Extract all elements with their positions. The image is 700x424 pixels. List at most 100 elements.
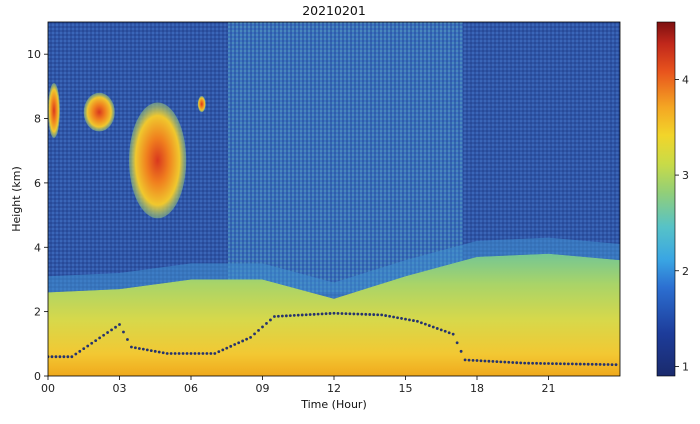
mixing-layer-point — [539, 361, 542, 365]
colorbar-ticks: 1 2 3 4 — [675, 73, 689, 373]
mixing-layer-point — [559, 362, 562, 366]
mixing-layer-point — [360, 312, 364, 316]
mixing-layer-point — [106, 331, 109, 334]
mixing-layer-point — [495, 360, 499, 364]
mixing-layer-point — [515, 361, 519, 365]
mixing-layer-point — [519, 361, 523, 365]
mixing-layer-point — [276, 314, 280, 318]
mixing-layer-point — [499, 360, 503, 364]
mixing-layer-point — [523, 361, 527, 365]
mixing-layer-point — [249, 335, 252, 339]
mixing-layer-point — [344, 312, 348, 316]
mixing-layer-point — [511, 361, 515, 364]
x-tick-label: 00 — [41, 382, 55, 395]
mixing-layer-point — [54, 355, 58, 359]
x-tick-label: 03 — [113, 382, 127, 395]
cloud-patch-4 — [197, 96, 206, 113]
plot-area — [48, 22, 620, 376]
mixing-layer-point — [503, 360, 507, 364]
mixing-layer-point — [590, 362, 594, 366]
mixing-layer-point — [443, 329, 447, 333]
mixing-layer-point — [284, 314, 288, 318]
y-tick-label: 8 — [34, 113, 41, 126]
mixing-layer-point — [396, 316, 399, 320]
mixing-layer-point — [471, 358, 475, 362]
colorbar: 1 2 3 4 — [656, 21, 689, 377]
mixing-layer-point — [459, 349, 463, 353]
mixing-layer-point — [475, 359, 479, 362]
mixing-layer-point — [340, 312, 344, 315]
mixing-layer-point — [427, 324, 431, 327]
mixing-layer-point — [201, 352, 205, 355]
mixing-layer-point — [431, 325, 435, 329]
mixing-layer-point — [547, 362, 550, 365]
y-axis-ticks: 0 2 4 6 8 10 — [27, 48, 48, 383]
mixing-layer-point — [149, 349, 153, 353]
colorbar-tick-label: 2 — [682, 265, 689, 278]
cloud-patch-2 — [83, 92, 115, 132]
mixing-layer-point — [606, 363, 610, 366]
mixing-layer-point — [153, 349, 157, 353]
mixing-layer-point — [133, 346, 137, 350]
mixing-layer-point — [102, 333, 106, 337]
mixing-layer-point — [324, 312, 328, 316]
colorbar-tick-label: 3 — [682, 169, 689, 182]
mixing-layer-point — [594, 362, 598, 366]
x-tick-label: 21 — [542, 382, 556, 395]
mixing-layer-point — [197, 352, 201, 355]
mixing-layer-point — [328, 312, 332, 315]
mixing-layer-point — [332, 311, 336, 315]
y-axis-label: Height (km) — [10, 166, 23, 232]
mixing-layer-point — [86, 344, 90, 348]
mixing-layer-point — [419, 321, 423, 325]
x-tick-label: 18 — [470, 382, 484, 395]
mixing-layer-point — [372, 313, 376, 316]
mixing-layer-point — [241, 339, 245, 343]
mixing-layer-point — [90, 341, 94, 345]
boundary-layer-area — [48, 253, 620, 376]
mixing-layer-point — [463, 358, 467, 362]
mixing-layer-point — [400, 317, 403, 320]
x-tick-label: 06 — [184, 382, 198, 395]
mixing-layer-point — [141, 347, 145, 351]
mixing-layer-point — [380, 313, 384, 317]
mixing-layer-point — [364, 312, 368, 316]
mixing-layer-point — [570, 362, 574, 366]
mixing-layer-point — [435, 327, 439, 330]
mixing-layer-point — [451, 332, 455, 336]
mixing-layer-point — [392, 315, 395, 319]
colorbar-tick-label: 1 — [682, 360, 689, 373]
mixing-layer-point — [408, 318, 411, 322]
mixing-layer-point — [352, 312, 356, 316]
mixing-layer-point — [114, 325, 117, 329]
mixing-layer-point — [535, 361, 538, 365]
mixing-layer-point — [66, 355, 70, 359]
mixing-layer-point — [614, 363, 618, 367]
mixing-layer-point — [368, 313, 372, 316]
mixing-layer-point — [181, 352, 185, 355]
mixing-layer-point — [483, 359, 487, 363]
mixing-layer-point — [265, 322, 268, 325]
mixing-layer-point — [455, 341, 459, 345]
mixing-layer-point — [110, 328, 113, 332]
mixing-layer-point — [404, 317, 407, 321]
mixing-layer-point — [122, 330, 125, 334]
mixing-layer-point — [225, 346, 229, 350]
mixing-layer-point — [610, 363, 614, 367]
mixing-layer-point — [257, 329, 260, 332]
mixing-layer-point — [70, 355, 74, 359]
chart-title: 20210201 — [302, 3, 366, 18]
mixing-layer-point — [304, 313, 308, 317]
mixing-layer-point — [261, 325, 264, 329]
mixing-layer-point — [479, 359, 483, 363]
y-tick-label: 6 — [34, 177, 41, 190]
mixing-layer-point — [185, 352, 189, 355]
mixing-layer-point — [118, 323, 121, 326]
x-tick-label: 12 — [327, 382, 341, 395]
mixing-layer-point — [245, 337, 249, 341]
mixing-layer-point — [221, 348, 225, 352]
y-tick-label: 10 — [27, 48, 41, 61]
mixing-layer-point — [574, 362, 578, 366]
mixing-layer-point — [205, 352, 209, 355]
